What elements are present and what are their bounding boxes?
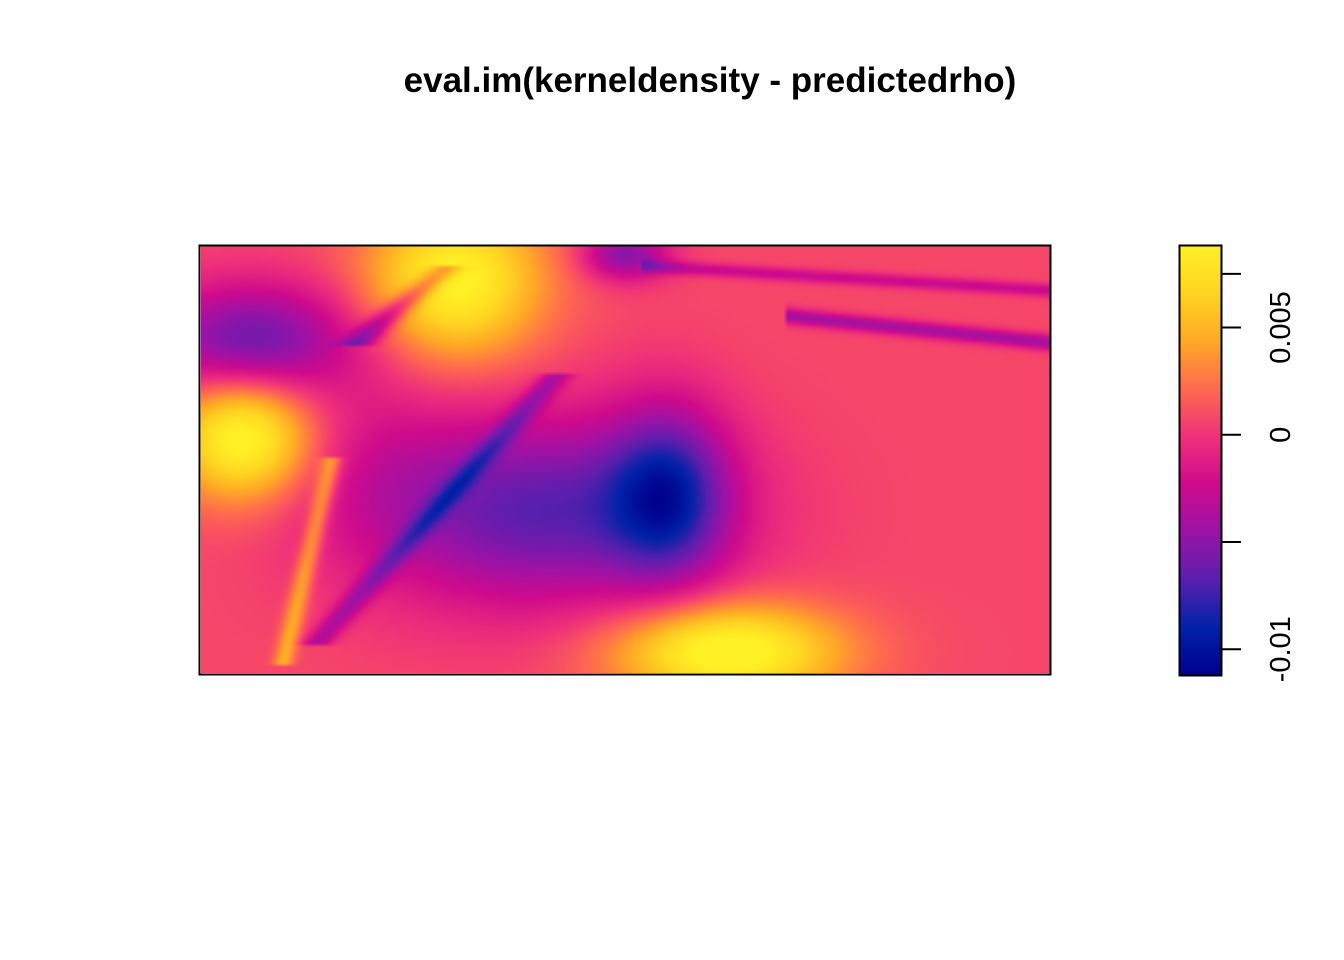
colorbar: -0.01 0 0.005 <box>1178 244 1297 682</box>
colorbar-ticks: -0.01 0 0.005 <box>1221 272 1297 682</box>
heatmap-image <box>201 246 1050 673</box>
chart-title: eval.im(kerneldensity - predictedrho) <box>404 61 1017 100</box>
colorbar-ramp <box>1180 246 1221 675</box>
plot-frame <box>198 244 1052 676</box>
colorbar-tick-label: 0 <box>1265 427 1297 443</box>
colorbar-frame <box>1178 244 1223 677</box>
colorbar-tick-label: 0.005 <box>1265 291 1297 364</box>
colorbar-tick-label: -0.01 <box>1265 616 1297 682</box>
